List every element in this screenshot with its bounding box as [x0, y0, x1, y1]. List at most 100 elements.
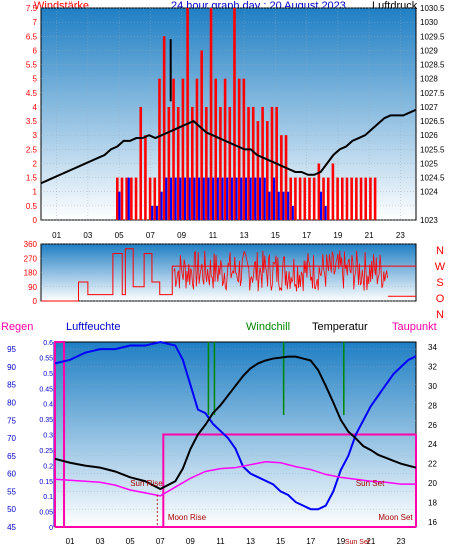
humidity-tick-label: 70: [7, 434, 16, 443]
rain-tick-label: 0.35: [39, 417, 53, 424]
wind-gust-bar: [116, 177, 119, 220]
wind-gust-bar: [209, 8, 213, 220]
dewpoint-line: [54, 461, 416, 497]
wind-gust-bar: [289, 177, 293, 220]
x-tick-label: 05: [115, 231, 124, 240]
pressure-tick-label: 1027.5: [420, 89, 445, 98]
humidity-tick-label: 55: [7, 487, 16, 496]
x-tick-label: 07: [146, 231, 155, 240]
wind-average-bar: [118, 191, 121, 220]
wind-gust-bar: [256, 121, 260, 220]
pressure-tick-label: 1023: [420, 216, 438, 225]
compass-label: S: [436, 277, 443, 289]
wind-gust-bar: [308, 177, 311, 220]
humidity-tick-label: 80: [7, 398, 16, 407]
x-tick-label-bottom: 03: [96, 537, 105, 546]
x-tick-label-bottom: 23: [397, 537, 406, 546]
x-tick-label: 19: [333, 231, 342, 240]
pressure-tick-label: 1024.5: [420, 174, 445, 183]
wind-gust-bar: [298, 177, 302, 220]
wind-average-bar: [268, 191, 271, 220]
wind-gust-bar: [270, 106, 274, 220]
temperature-tick-label: 32: [428, 362, 437, 371]
wind-average-bar: [240, 177, 243, 220]
wind-gust-bar: [148, 177, 152, 220]
wind-average-bar: [127, 177, 130, 220]
wind-average-bar: [188, 177, 191, 220]
wind-tick-label: 0.5: [26, 202, 38, 211]
compass-label: O: [436, 293, 445, 305]
humidity-tick-label: 45: [7, 523, 16, 532]
pressure-tick-label: 1028: [420, 75, 438, 84]
x-tick-label-bottom: 13: [246, 537, 255, 546]
wind-gust-bar: [228, 106, 232, 220]
compass-label: W: [435, 261, 446, 273]
x-tick-label-bottom: 17: [306, 537, 315, 546]
wind-gust-bar: [219, 106, 222, 220]
wind-gust-bar: [345, 177, 349, 220]
wind-tick-label: 0: [33, 216, 38, 225]
pressure-tick-label: 1026.5: [420, 117, 445, 126]
x-tick-label-bottom: 01: [66, 537, 75, 546]
wind-tick-label: 2: [33, 159, 38, 168]
wind-tick-label: 3: [33, 131, 38, 140]
rain-tick-label: 0.6: [43, 340, 53, 347]
wind-average-bar: [174, 177, 177, 220]
wind-gust-bar: [237, 78, 241, 221]
wind-average-bar: [151, 205, 154, 220]
wind-gust-bar: [172, 78, 175, 221]
pressure-tick-label: 1028.5: [420, 61, 445, 70]
wind-average-bar: [216, 177, 219, 220]
wind-gust-bar: [134, 177, 138, 220]
pressure-tick-label: 1030: [420, 18, 438, 27]
x-tick-label: 09: [177, 231, 186, 240]
wind-tick-label: 6: [33, 46, 38, 55]
x-tick-label: 23: [396, 231, 405, 240]
wind-tick-label: 4: [33, 103, 38, 112]
wind-gust-bar: [200, 50, 203, 221]
x-tick-label-bottom: 09: [186, 537, 195, 546]
pressure-tick-label: 1029: [420, 46, 438, 55]
rain-tick-label: 0.05: [39, 510, 53, 517]
direction-tick-label: 180: [24, 269, 38, 278]
wind-average-bar: [235, 177, 238, 220]
wind-gust-bar: [261, 106, 264, 220]
wind-average-bar: [221, 177, 224, 220]
x-tick-label: 17: [302, 231, 311, 240]
wind-gust-bar: [326, 177, 330, 220]
temperature-tick-label: 20: [428, 479, 437, 488]
rain-tick-label: 0.45: [39, 386, 53, 393]
temperature-tick-label: 16: [428, 518, 437, 527]
wind-gust-bar: [251, 106, 255, 220]
temperature-tick-label: 26: [428, 421, 437, 430]
humidity-tick-label: 60: [7, 470, 16, 479]
wind-gust-bar: [205, 106, 208, 220]
x-tick-label: 15: [271, 231, 280, 240]
wind-tick-label: 7.5: [26, 4, 38, 13]
pressure-tick-label: 1025.5: [420, 145, 445, 154]
wind-average-bar: [254, 177, 257, 220]
wind-gust-bar: [294, 177, 297, 220]
temperature-tick-label: 22: [428, 460, 437, 469]
temperature-tick-label: 24: [428, 440, 437, 449]
wind-gust-bar: [303, 177, 307, 220]
wind-gust-bar: [233, 8, 236, 220]
sunset-axis-label: Sun Set: [345, 539, 370, 546]
wind-gust-bar: [280, 135, 283, 220]
wind-tick-label: 1.5: [26, 174, 38, 183]
wind-gust-bar: [153, 177, 157, 220]
wind-tick-label: 5.5: [26, 61, 38, 70]
wind-average-bar: [202, 177, 205, 220]
moonrise-label: Moon Rise: [168, 513, 207, 522]
wind-gust-bar: [139, 106, 143, 220]
wind-gust-bar: [125, 177, 128, 220]
wind-average-bar: [179, 177, 182, 220]
wind-average-bar: [273, 177, 276, 220]
temperature-tick-label: 34: [428, 343, 437, 352]
x-tick-label-bottom: 05: [126, 537, 135, 546]
temperature-tick-label: 30: [428, 382, 437, 391]
rain-tick-label: 0.3: [43, 433, 53, 440]
wind-tick-label: 3.5: [26, 117, 38, 126]
wind-average-bar: [169, 177, 173, 220]
